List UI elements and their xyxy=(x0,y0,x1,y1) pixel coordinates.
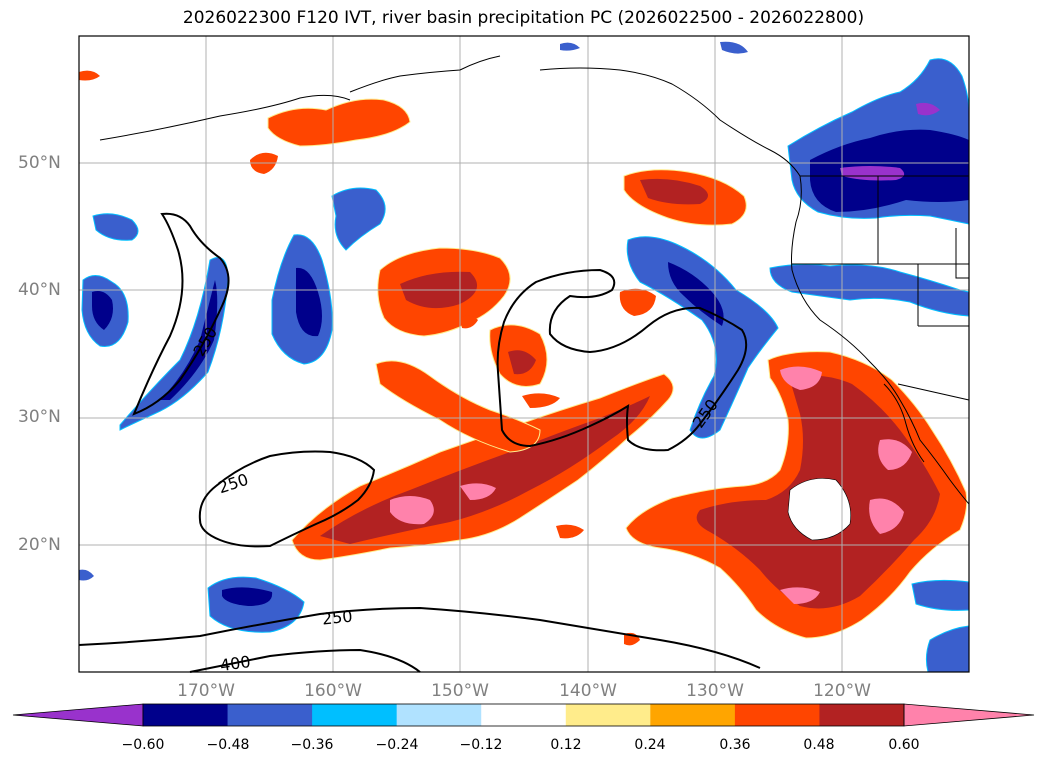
colorbar-segment xyxy=(396,704,482,726)
colorbar-segment xyxy=(227,704,313,726)
lon-label: 150°W xyxy=(431,681,489,701)
colorbar-segment xyxy=(819,704,905,726)
lon-label: 130°W xyxy=(686,681,744,701)
colorbar-segment xyxy=(734,704,820,726)
lon-label: 120°W xyxy=(813,681,871,701)
lon-label: 170°W xyxy=(177,681,235,701)
lat-label: 20°N xyxy=(18,535,61,555)
colorbar xyxy=(12,703,1035,727)
map-title: 2026022300 F120 IVT, river basin precipi… xyxy=(182,8,865,28)
colorbar-tick-label: 0.60 xyxy=(888,737,920,753)
colorbar-segment xyxy=(650,704,736,726)
colorbar-tick-label: −0.12 xyxy=(459,737,503,753)
colorbar-tick-label: −0.36 xyxy=(290,737,334,753)
colorbar-tick-label: 0.36 xyxy=(719,737,751,753)
colorbar-extend-min xyxy=(12,703,144,727)
colorbar-segment xyxy=(312,704,398,726)
lat-label: 50°N xyxy=(18,153,61,173)
lon-label: 160°W xyxy=(304,681,362,701)
colorbar-tick-label: −0.60 xyxy=(121,737,165,753)
ivt-contours xyxy=(78,212,761,673)
colorbar-segment xyxy=(143,704,229,726)
colorbar-tick-label: −0.24 xyxy=(375,737,419,753)
lon-label: 140°W xyxy=(559,681,617,701)
colorbar-extend-max xyxy=(903,703,1035,727)
colorbar-tick-label: 0.48 xyxy=(803,737,835,753)
lat-label: 30°N xyxy=(18,407,61,427)
lat-label: 40°N xyxy=(18,280,61,300)
colorbar-segment xyxy=(481,704,567,726)
colorbar-tick-label: −0.48 xyxy=(206,737,250,753)
coastlines xyxy=(99,55,970,505)
colorbar-segment xyxy=(565,704,651,726)
colorbar-tick-label: 0.24 xyxy=(634,737,666,753)
contour-label: 250 xyxy=(321,606,354,629)
colorbar-tick-label: 0.12 xyxy=(550,737,582,753)
